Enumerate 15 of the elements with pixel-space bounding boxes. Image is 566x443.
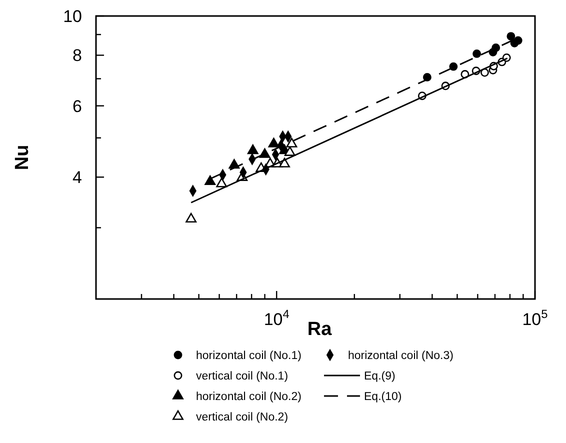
legend-label: horizontal coil (No.1) — [196, 350, 302, 362]
y-axis-title: Nu — [12, 144, 33, 170]
legend-label: vertical coil (No.1) — [196, 370, 288, 382]
legend-label: horizontal coil (No.3) — [348, 350, 454, 362]
x-tick-label: 10$^{4}$ — [264, 307, 290, 329]
legend-label: vertical coil (No.2) — [196, 412, 288, 424]
x-tick-label: 10$^{5}$ — [522, 307, 548, 329]
y-tick-label: 6 — [72, 96, 82, 116]
legend-label: Eq.(9) — [364, 370, 396, 382]
y-tick-label: 4 — [72, 168, 82, 188]
legend-label: Eq.(10) — [364, 391, 402, 403]
y-tick-label: 10 — [63, 7, 82, 26]
x-axis-title: Ra — [307, 319, 332, 340]
legend-label: horizontal coil (No.2) — [196, 391, 302, 403]
y-tick-label: 8 — [72, 46, 82, 66]
